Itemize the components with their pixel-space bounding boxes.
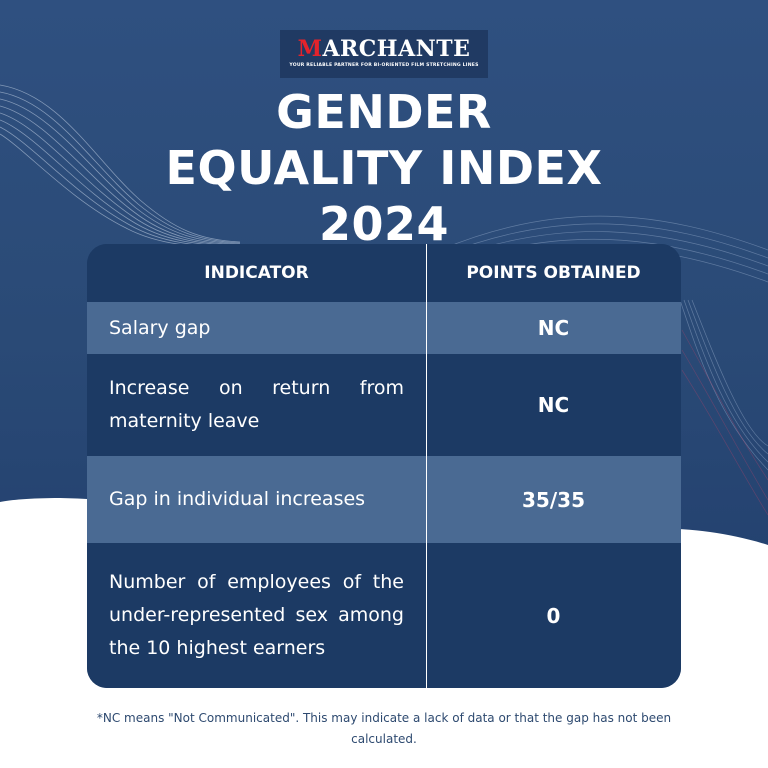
row-indicator: Gap in individual increases [109, 488, 366, 510]
row-points: 0 [546, 603, 561, 628]
page-title: GENDER EQUALITY INDEX 2024 [0, 84, 768, 252]
logo-first-letter: M [297, 36, 323, 62]
row-points: NC [537, 316, 570, 340]
logo: MARCHANTE YOUR RELIABLE PARTNER FOR BI-O… [280, 30, 488, 78]
logo-tagline: YOUR RELIABLE PARTNER FOR BI-ORIENTED FI… [289, 63, 479, 68]
row-indicator: Increase on return from maternity leave [109, 377, 404, 432]
index-table: INDICATOR POINTS OBTAINED Salary gap NC … [87, 244, 681, 688]
row-points: NC [537, 393, 570, 417]
row-points: 35/35 [522, 487, 585, 512]
logo-rest-letters: ARCHANTE [322, 36, 471, 62]
table-row: Gap in individual increases 35/35 [87, 456, 681, 543]
title-line-3: 2024 [318, 197, 450, 251]
table-row: Increase on return from maternity leave … [87, 354, 681, 456]
title-line-2: EQUALITY INDEX [165, 141, 603, 195]
column-divider [426, 244, 427, 688]
header-indicator: INDICATOR [204, 262, 309, 283]
logo-wordmark: MARCHANTE [280, 38, 488, 60]
header-points: POINTS OBTAINED [466, 263, 641, 283]
table-header-row: INDICATOR POINTS OBTAINED [87, 244, 681, 302]
footnote: *NC means "Not Communicated". This may i… [96, 711, 672, 746]
title-line-1: GENDER [276, 85, 492, 139]
table-row: Salary gap NC [87, 302, 681, 354]
row-indicator: Salary gap [109, 316, 211, 339]
row-indicator: Number of employees of the under-represe… [109, 571, 404, 659]
table-row: Number of employees of the under-represe… [87, 543, 681, 688]
